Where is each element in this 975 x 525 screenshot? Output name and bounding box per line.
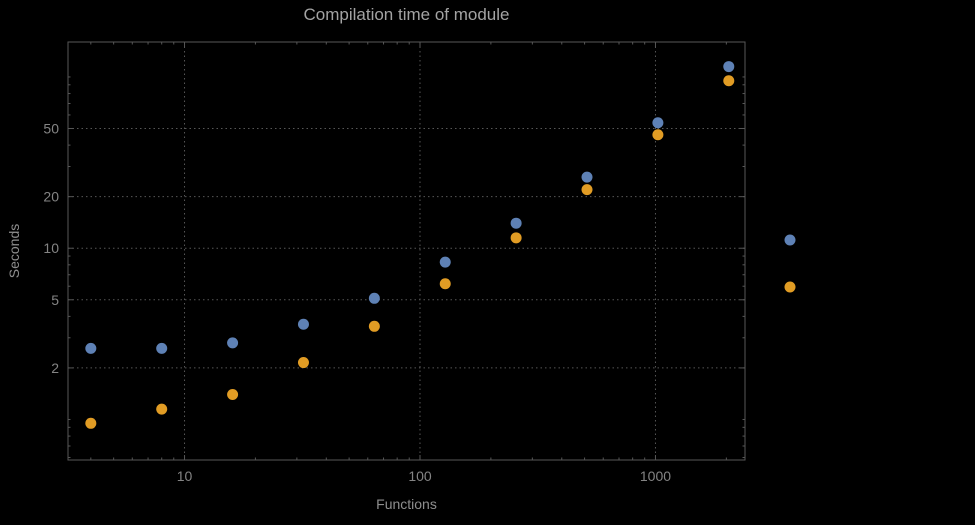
- data-point: [723, 61, 735, 73]
- data-point: [297, 357, 309, 369]
- x-axis-label: Functions: [376, 496, 437, 512]
- data-point: [652, 129, 664, 141]
- y-tick-label: 2: [51, 360, 59, 376]
- data-point: [85, 417, 97, 429]
- data-point: [156, 342, 168, 354]
- data-point: [439, 278, 451, 290]
- data-point: [227, 337, 239, 349]
- x-tick-label: 1000: [640, 468, 671, 484]
- data-point: [510, 232, 522, 244]
- data-point: [439, 256, 451, 268]
- data-point: [297, 318, 309, 330]
- data-point: [581, 184, 593, 196]
- y-tick-label: 5: [51, 292, 59, 308]
- data-point: [85, 342, 97, 354]
- y-tick-label: 10: [43, 240, 59, 256]
- legend-marker: [784, 234, 796, 246]
- data-point: [156, 403, 168, 415]
- plot-frame: [67, 41, 746, 461]
- data-point: [581, 171, 593, 183]
- y-tick-label: 50: [43, 121, 59, 137]
- data-point: [723, 75, 735, 87]
- data-point: [227, 388, 239, 400]
- y-tick-label: 20: [43, 189, 59, 205]
- data-point: [510, 217, 522, 229]
- legend-marker: [784, 281, 796, 293]
- chart-title: Compilation time of module: [303, 5, 510, 24]
- data-point: [368, 320, 380, 332]
- x-tick-label: 10: [177, 468, 193, 484]
- data-point: [652, 117, 664, 129]
- data-point: [368, 292, 380, 304]
- x-tick-label: 100: [408, 468, 432, 484]
